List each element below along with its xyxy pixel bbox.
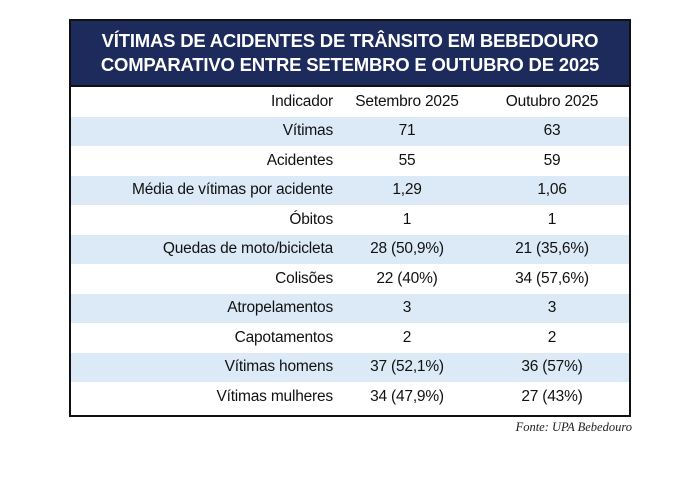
row-october-value: 2 (547, 328, 557, 346)
row-october-value: 1,06 (537, 181, 567, 199)
row-september-value: 55 (398, 151, 416, 169)
row-label: Média de vítimas por acidente (132, 181, 333, 199)
table-row: Média de vítimas por acidente 1,29 1,06 (71, 175, 629, 205)
table-header-row: Indicador Setembro 2025 Outubro 2025 (71, 87, 629, 117)
table-row: Vítimas 71 63 (71, 116, 629, 146)
table-title: VÍTIMAS DE ACIDENTES DE TRÂNSITO EM BEBE… (71, 21, 629, 87)
row-september-value: 22 (40%) (376, 269, 438, 287)
row-september-value: 1 (402, 210, 412, 228)
header-indicator: Indicador (271, 92, 333, 110)
row-october-value: 3 (547, 299, 557, 317)
row-october-value: 21 (35,6%) (515, 240, 589, 258)
row-october-value: 36 (57%) (521, 358, 583, 376)
row-october-value: 1 (547, 210, 557, 228)
table-body: Indicador Setembro 2025 Outubro 2025 Vít… (71, 87, 629, 412)
table-row: Atropelamentos 3 3 (71, 293, 629, 323)
row-september-value: 3 (402, 299, 412, 317)
header-october: Outubro 2025 (505, 92, 599, 110)
row-september-value: 1,29 (392, 181, 422, 199)
row-label: Quedas de moto/bicicleta (162, 240, 333, 258)
table-row: Vítimas homens 37 (52,1%) 36 (57%) (71, 352, 629, 382)
row-october-value: 27 (43%) (521, 387, 583, 405)
row-label: Acidentes (266, 151, 333, 169)
header-september: Setembro 2025 (355, 92, 459, 110)
table-row: Acidentes 55 59 (71, 146, 629, 176)
row-label: Vítimas mulheres (216, 387, 333, 405)
stats-table: VÍTIMAS DE ACIDENTES DE TRÂNSITO EM BEBE… (69, 19, 631, 417)
row-label: Capotamentos (234, 328, 334, 346)
row-september-value: 37 (52,1%) (370, 358, 444, 376)
table-row: Óbitos 1 1 (71, 205, 629, 235)
title-line-1: VÍTIMAS DE ACIDENTES DE TRÂNSITO EM BEBE… (101, 30, 599, 51)
table-row: Quedas de moto/bicicleta 28 (50,9%) 21 (… (71, 234, 629, 264)
row-september-value: 28 (50,9%) (370, 240, 444, 258)
row-label: Colisões (275, 269, 333, 287)
row-september-value: 2 (402, 328, 412, 346)
row-october-value: 63 (543, 122, 561, 140)
table-row: Vítimas mulheres 34 (47,9%) 27 (43%) (71, 382, 629, 412)
table-row: Colisões 22 (40%) 34 (57,6%) (71, 264, 629, 294)
row-september-value: 34 (47,9%) (370, 387, 444, 405)
row-september-value: 71 (398, 122, 416, 140)
title-line-2: COMPARATIVO ENTRE SETEMBRO E OUTUBRO DE … (100, 54, 600, 75)
table-row: Capotamentos 2 2 (71, 323, 629, 353)
row-label: Atropelamentos (227, 299, 333, 317)
source-caption: Fonte: UPA Bebedouro (515, 420, 632, 434)
row-october-value: 34 (57,6%) (515, 269, 589, 287)
row-label: Óbitos (289, 210, 333, 228)
row-label: Vítimas (282, 122, 333, 140)
row-october-value: 59 (543, 151, 561, 169)
row-label: Vítimas homens (224, 358, 334, 376)
